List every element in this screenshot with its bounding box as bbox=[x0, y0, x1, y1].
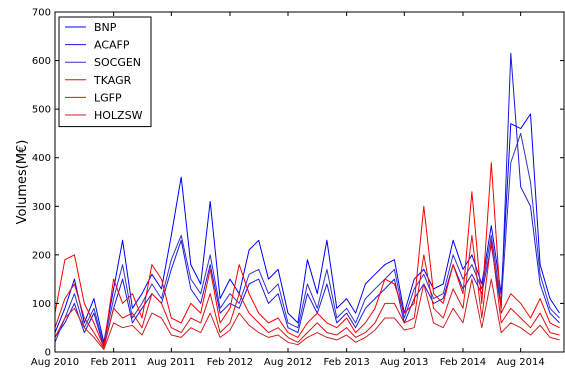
y-tick-label: 100 bbox=[32, 299, 51, 310]
x-tick-label: Aug 2014 bbox=[497, 357, 545, 368]
legend-label: SOCGEN bbox=[94, 56, 141, 69]
legend-label: BNP bbox=[94, 21, 117, 34]
series-line-lgfp bbox=[54, 234, 560, 349]
y-tick-label: 0 bbox=[45, 348, 51, 359]
x-tick-label: Feb 2012 bbox=[207, 357, 253, 368]
series-line-acafp bbox=[54, 52, 560, 348]
legend-label: ACAFP bbox=[94, 39, 130, 52]
series-layer bbox=[54, 52, 560, 351]
legend-label: LGFP bbox=[94, 91, 122, 104]
x-tick-label: Feb 2011 bbox=[90, 357, 136, 368]
plot-frame bbox=[54, 11, 565, 353]
y-tick-label: 200 bbox=[32, 250, 51, 261]
legend-label: HOLZSW bbox=[94, 109, 143, 122]
x-tick-label: Aug 2010 bbox=[31, 357, 79, 368]
series-line-holzsw bbox=[54, 278, 560, 351]
y-tick-label: 600 bbox=[32, 56, 51, 67]
y-axis-label: Volumes(M€) bbox=[15, 140, 30, 225]
x-tick-label: Aug 2012 bbox=[264, 357, 312, 368]
legend: BNP ACAFP SOCGEN TKAGR LGFP HOLZSW bbox=[58, 16, 152, 128]
x-axis: Aug 2010 Feb 2011 Aug 2011 Feb 2012 Aug 2012… bbox=[31, 12, 545, 368]
legend-frame bbox=[58, 16, 152, 128]
series-line-tkagr bbox=[54, 162, 560, 348]
y-tick-label: 400 bbox=[32, 153, 51, 164]
x-tick-label: Aug 2013 bbox=[380, 357, 428, 368]
x-tick-label: Feb 2013 bbox=[323, 357, 369, 368]
y-axis: 0 100 200 300 400 500 600 700 bbox=[32, 8, 564, 359]
x-tick-label: Feb 2014 bbox=[440, 357, 486, 368]
y-tick-label: 300 bbox=[32, 202, 51, 213]
y-tick-label: 700 bbox=[32, 8, 51, 19]
series-line-socgen bbox=[54, 132, 560, 346]
x-tick-label: Aug 2011 bbox=[147, 357, 195, 368]
y-tick-label: 500 bbox=[32, 105, 51, 116]
legend-label: TKAGR bbox=[93, 74, 132, 87]
